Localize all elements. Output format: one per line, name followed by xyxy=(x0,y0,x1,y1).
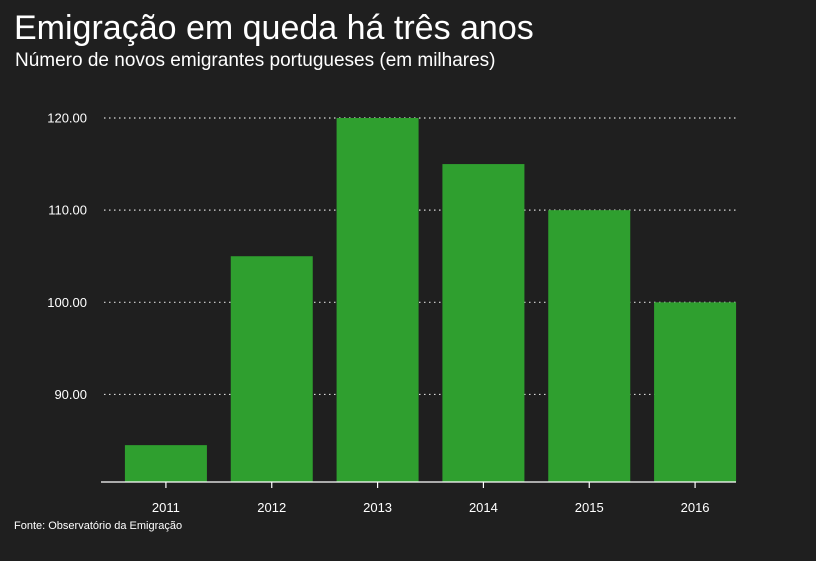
bars xyxy=(124,118,737,483)
bar-2016 xyxy=(654,302,737,482)
source-note: Fonte: Observatório da Emigração xyxy=(14,520,183,532)
y-tick-label: 90.00 xyxy=(54,387,87,402)
y-tick-label: 120.00 xyxy=(47,111,87,126)
x-tick-label: 2012 xyxy=(257,500,286,515)
y-tick-label: 100.00 xyxy=(47,295,87,310)
bar-2013 xyxy=(336,118,419,482)
bar-2015 xyxy=(548,210,631,482)
x-tick-label: 2014 xyxy=(469,500,498,515)
y-axis-labels: 90.00 100.00 110.00 120.00 xyxy=(47,111,87,402)
x-axis-labels: 2011 2012 2013 2014 2015 2016 xyxy=(152,500,710,515)
bar-2014 xyxy=(442,164,525,483)
x-tick-label: 2015 xyxy=(575,500,604,515)
chart-title: Emigração em queda há três anos xyxy=(14,9,534,47)
x-tick-label: 2016 xyxy=(681,500,710,515)
x-axis-ticks xyxy=(165,482,696,488)
x-tick-label: 2013 xyxy=(363,500,392,515)
chart-subtitle: Número de novos emigrantes portugueses (… xyxy=(15,50,496,71)
bar-2012 xyxy=(230,256,313,482)
x-tick-label: 2011 xyxy=(152,500,180,515)
y-tick-label: 110.00 xyxy=(48,203,87,218)
bar-2011 xyxy=(124,445,207,482)
grid-lines xyxy=(104,117,738,396)
